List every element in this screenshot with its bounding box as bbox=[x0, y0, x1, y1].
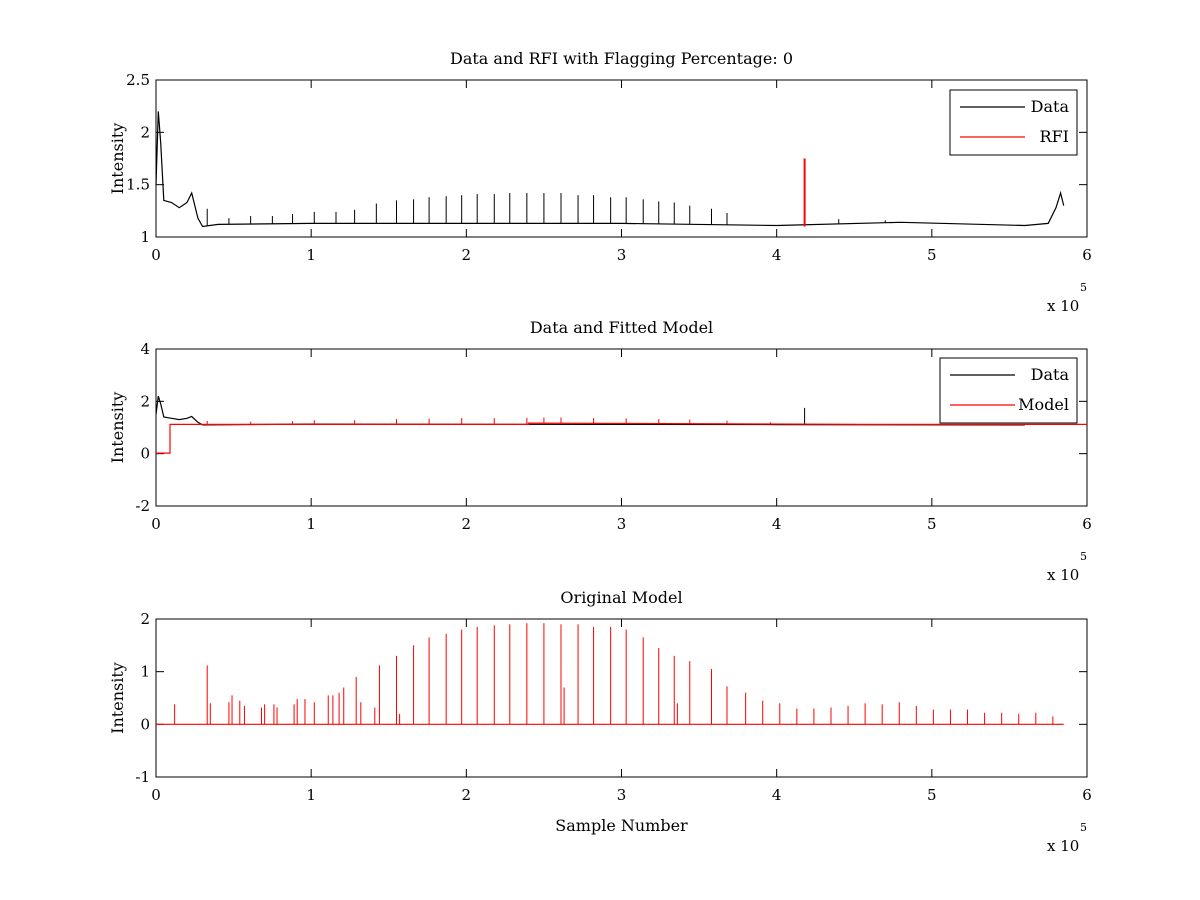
y-axis-label: Intensity bbox=[108, 662, 127, 734]
chart-title: Data and Fitted Model bbox=[530, 318, 713, 337]
x-multiplier: x 10 bbox=[1047, 566, 1079, 584]
x-axis-label: Sample Number bbox=[555, 816, 688, 835]
x-multiplier: x 10 bbox=[1047, 837, 1079, 855]
x-tick-label: 0 bbox=[151, 246, 161, 264]
x-tick-label: 3 bbox=[617, 515, 627, 533]
x-tick-label: 5 bbox=[927, 515, 937, 533]
x-tick-label: 0 bbox=[151, 786, 161, 804]
y-tick-label: 0 bbox=[140, 715, 150, 733]
y-tick-label: 0 bbox=[140, 445, 150, 463]
series-model bbox=[156, 417, 1087, 454]
y-axis-label: Intensity bbox=[108, 392, 127, 464]
axes-box bbox=[155, 348, 1088, 507]
legend: Data RFI bbox=[949, 89, 1078, 156]
x-tick-label: 4 bbox=[772, 246, 782, 264]
y-tick-label: 2.5 bbox=[126, 71, 150, 89]
x-tick-label: 1 bbox=[306, 515, 316, 533]
y-tick-label: 1 bbox=[140, 228, 150, 246]
x-tick-label: 5 bbox=[927, 786, 937, 804]
y-tick-label: 1.5 bbox=[126, 176, 150, 194]
y-tick-label: 2 bbox=[140, 610, 150, 628]
axes-box bbox=[155, 618, 1088, 778]
legend-label: Data bbox=[1031, 365, 1070, 384]
x-multiplier: x 10 bbox=[1047, 297, 1079, 315]
x-tick-label: 6 bbox=[1082, 515, 1092, 533]
y-axis-label: Intensity bbox=[108, 123, 127, 195]
chart-title: Data and RFI with Flagging Percentage: 0 bbox=[450, 49, 793, 68]
x-multiplier-exponent: 5 bbox=[1080, 281, 1087, 294]
x-tick-label: 5 bbox=[927, 246, 937, 264]
y-tick-label: -2 bbox=[135, 497, 150, 515]
x-tick-label: 4 bbox=[772, 786, 782, 804]
x-tick-label: 0 bbox=[151, 515, 161, 533]
y-tick-label: -1 bbox=[135, 768, 150, 786]
x-multiplier-exponent: 5 bbox=[1080, 550, 1087, 563]
legend-box bbox=[949, 89, 1078, 156]
y-tick-label: 4 bbox=[140, 340, 150, 358]
x-tick-label: 3 bbox=[617, 786, 627, 804]
x-tick-label: 3 bbox=[617, 246, 627, 264]
x-tick-label: 2 bbox=[462, 515, 472, 533]
x-tick-label: 6 bbox=[1082, 786, 1092, 804]
y-tick-label: 2 bbox=[140, 392, 150, 410]
legend: Data Model bbox=[939, 357, 1078, 424]
x-tick-label: 6 bbox=[1082, 246, 1092, 264]
x-multiplier-exponent: 5 bbox=[1080, 821, 1087, 834]
legend-label: Model bbox=[1018, 395, 1069, 414]
y-tick-label: 2 bbox=[140, 123, 150, 141]
x-tick-label: 1 bbox=[306, 786, 316, 804]
axes-box bbox=[155, 79, 1088, 238]
series-line bbox=[156, 422, 1087, 454]
legend-box bbox=[939, 357, 1078, 424]
chart-title: Original Model bbox=[560, 588, 682, 607]
x-tick-label: 4 bbox=[772, 515, 782, 533]
legend-label: Data bbox=[1031, 97, 1070, 116]
y-tick-label: 1 bbox=[140, 663, 150, 681]
series-line bbox=[155, 111, 1065, 228]
x-tick-label: 1 bbox=[306, 246, 316, 264]
series-data bbox=[155, 111, 1065, 228]
legend-label: RFI bbox=[1040, 127, 1069, 146]
series-model bbox=[156, 623, 1064, 725]
x-tick-label: 2 bbox=[462, 786, 472, 804]
x-tick-label: 2 bbox=[462, 246, 472, 264]
